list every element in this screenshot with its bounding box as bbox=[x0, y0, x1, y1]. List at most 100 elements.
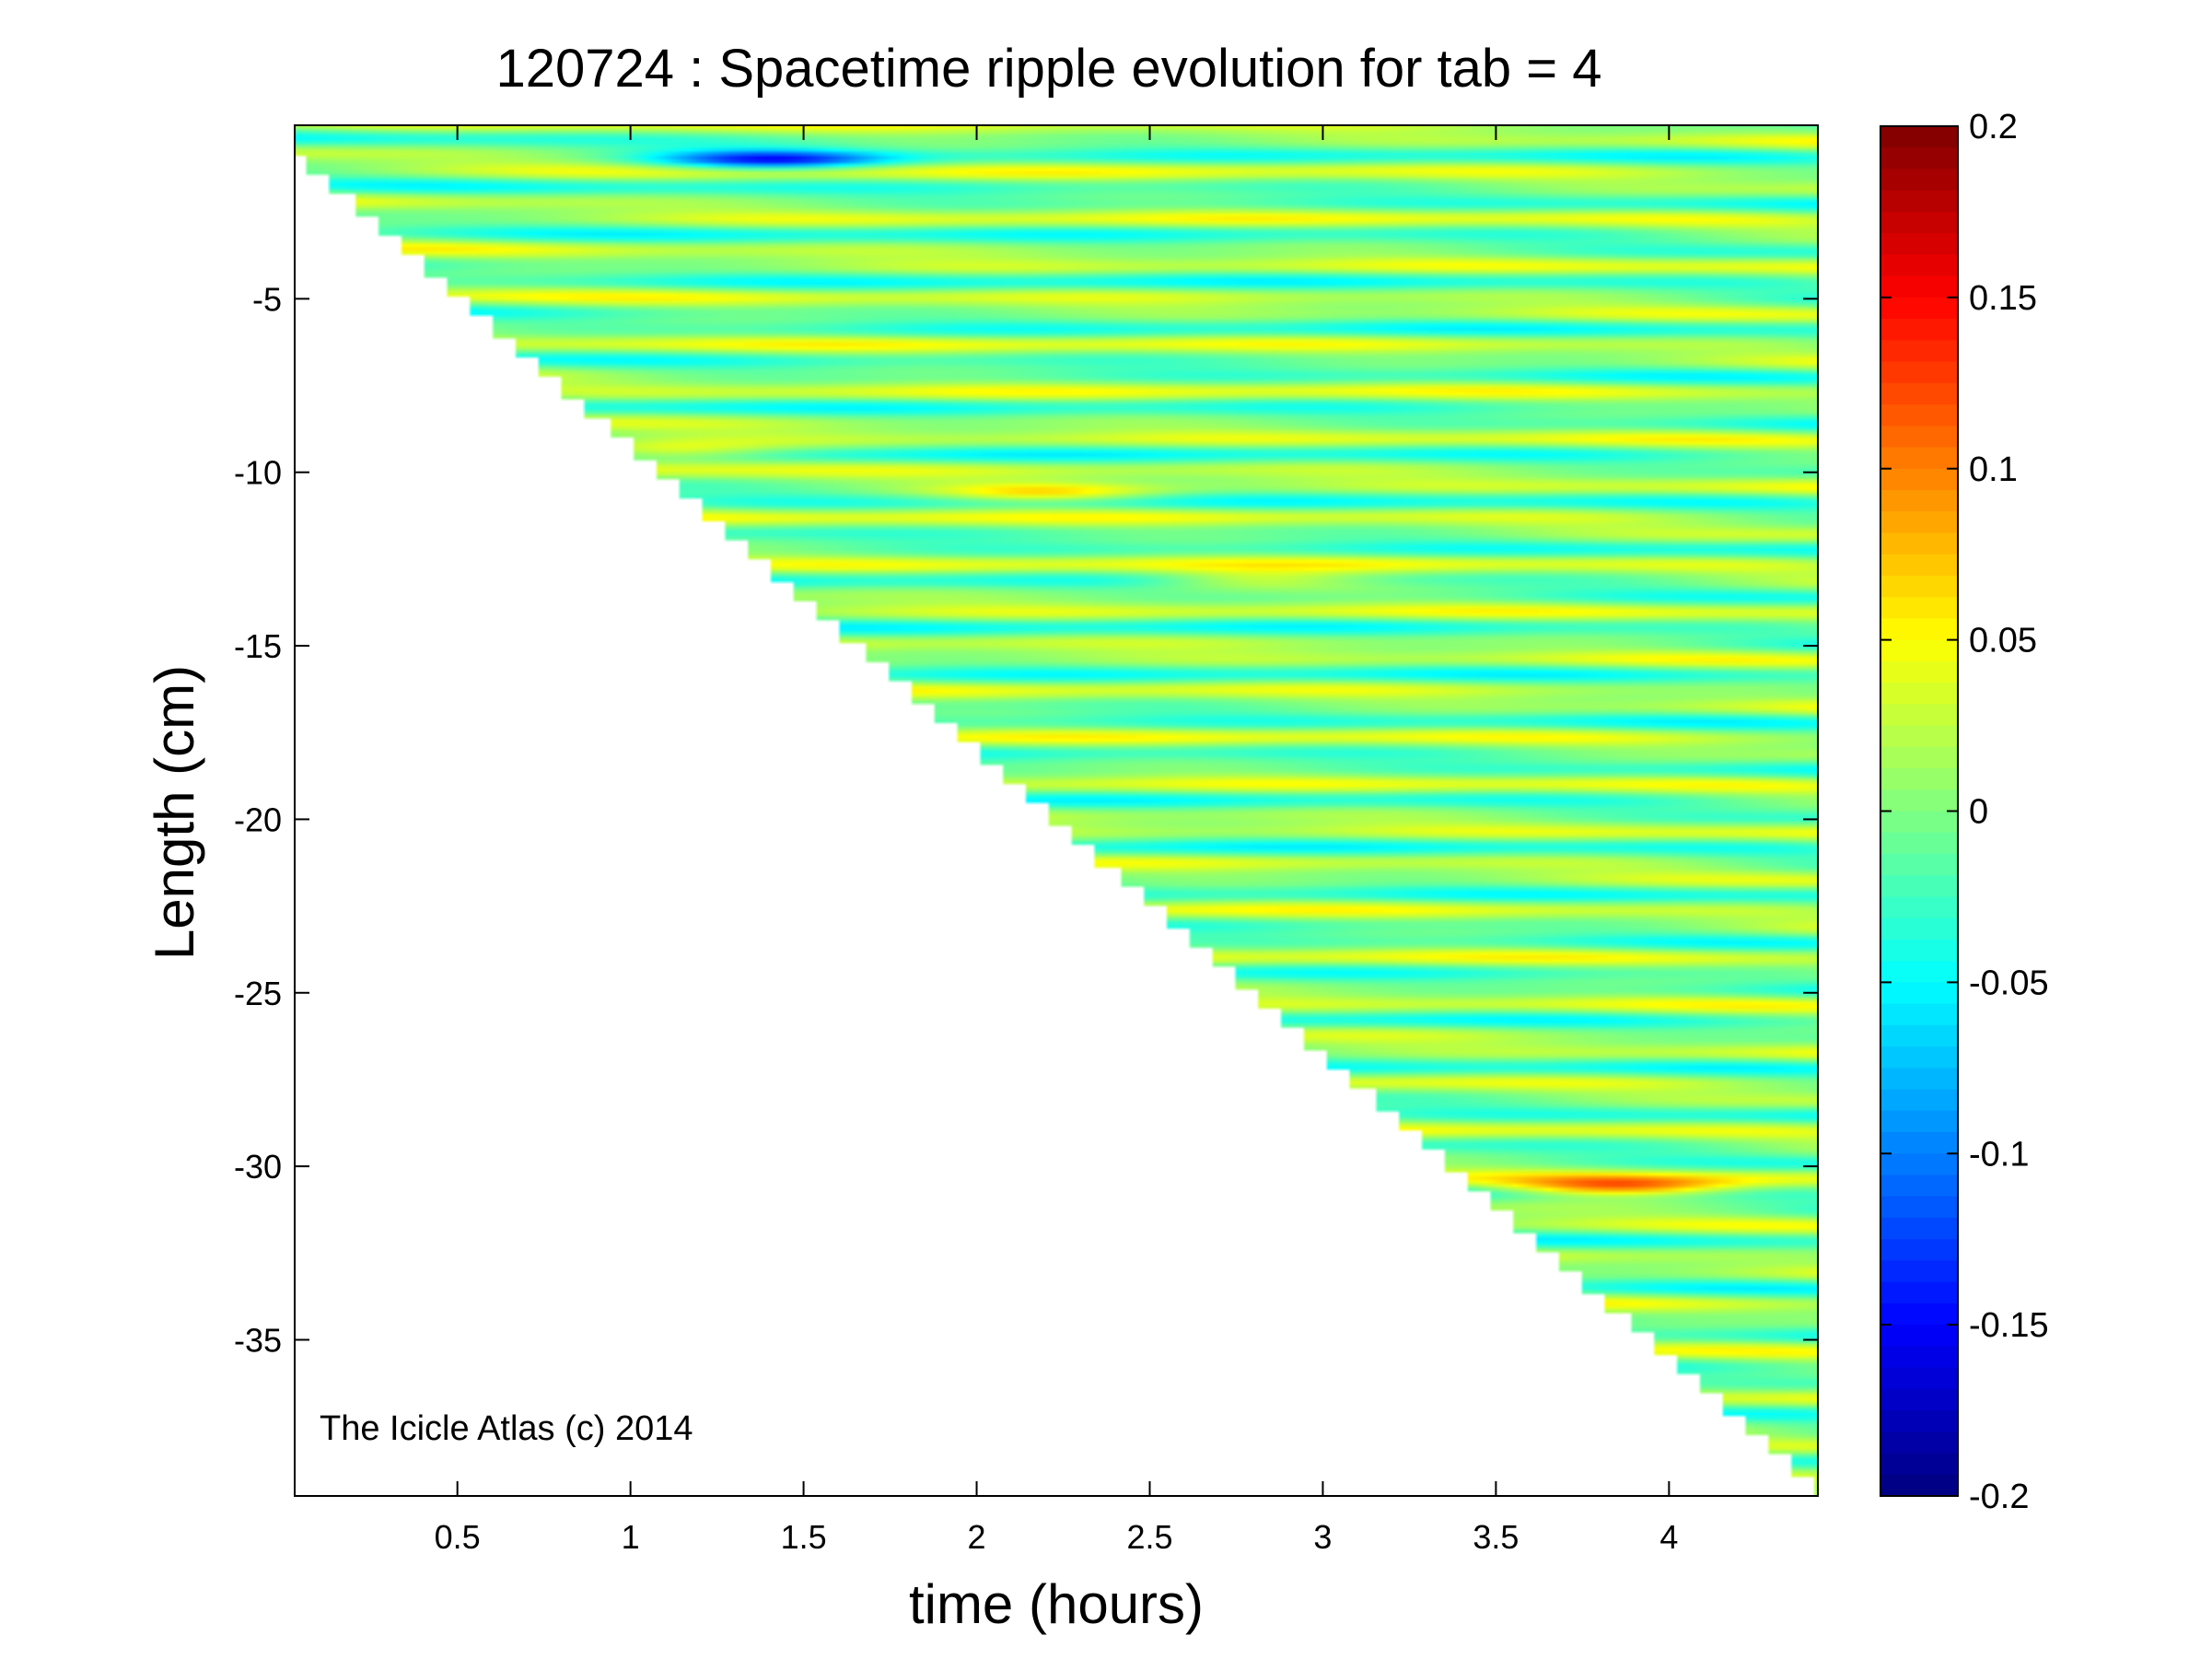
x-tick-label: 3.5 bbox=[1473, 1518, 1519, 1556]
colorbar-band bbox=[1880, 639, 1958, 662]
x-tick-label: 0.5 bbox=[435, 1518, 481, 1556]
x-tick-label: 3 bbox=[1313, 1518, 1332, 1556]
colorbar-band bbox=[1880, 532, 1958, 555]
colorbar-band bbox=[1880, 725, 1958, 748]
x-tick-label: 1.5 bbox=[781, 1518, 827, 1556]
colorbar-band bbox=[1880, 382, 1958, 405]
y-tick: -20 bbox=[234, 800, 1818, 838]
colorbar-tick-label: 0.1 bbox=[1969, 450, 2018, 489]
colorbar-band bbox=[1880, 1239, 1958, 1262]
x-tick: 1.5 bbox=[781, 125, 827, 1556]
colorbar-band bbox=[1880, 1046, 1958, 1069]
colorbar-tick-label: -0.15 bbox=[1969, 1306, 2049, 1345]
colorbar-band bbox=[1880, 1281, 1958, 1304]
colorbar-band bbox=[1880, 275, 1958, 298]
colorbar-band bbox=[1880, 683, 1958, 705]
y-tick-label: -25 bbox=[234, 975, 282, 1012]
x-tick-label: 2.5 bbox=[1126, 1518, 1172, 1556]
y-tick: -25 bbox=[234, 975, 1818, 1012]
y-tick-label: -10 bbox=[234, 454, 282, 492]
colorbar-band bbox=[1880, 917, 1958, 940]
colorbar-tick: -0.1 bbox=[1880, 1135, 2029, 1174]
colorbar-band bbox=[1880, 319, 1958, 341]
colorbar-band bbox=[1880, 1110, 1958, 1133]
colorbar-tick: 0.05 bbox=[1880, 622, 2037, 660]
colorbar-tick-label: 0.05 bbox=[1969, 622, 2037, 660]
colorbar-band bbox=[1880, 169, 1958, 192]
colorbar-tick: -0.15 bbox=[1880, 1306, 2049, 1345]
colorbar-band bbox=[1880, 233, 1958, 256]
x-tick: 0.5 bbox=[435, 125, 481, 1556]
colorbar-tick-label: 0 bbox=[1969, 793, 1988, 832]
colorbar-band bbox=[1880, 297, 1958, 320]
y-tick: -15 bbox=[234, 627, 1818, 665]
colorbar-band bbox=[1880, 704, 1958, 727]
x-tick: 3 bbox=[1313, 125, 1332, 1556]
y-tick: -10 bbox=[234, 454, 1818, 492]
colorbar-tick: 0 bbox=[1880, 793, 1988, 832]
colorbar-band bbox=[1880, 832, 1958, 855]
colorbar-band bbox=[1880, 1453, 1958, 1476]
credit-annotation: The Icicle Atlas (c) 2014 bbox=[320, 1409, 693, 1448]
colorbar-band bbox=[1880, 468, 1958, 491]
colorbar-band bbox=[1880, 746, 1958, 769]
colorbar-band bbox=[1880, 1174, 1958, 1198]
y-axis-title: Length (cm) bbox=[144, 665, 205, 960]
chart-title: 120724 : Spacetime ripple evolution for … bbox=[495, 39, 1601, 99]
colorbar-band bbox=[1880, 254, 1958, 277]
colorbar-band bbox=[1880, 554, 1958, 577]
colorbar-band bbox=[1880, 1260, 1958, 1283]
x-axis-ticks: 0.5 1 1.5 2 2.5 3 3.5 4 bbox=[435, 125, 1678, 1556]
y-tick-label: -30 bbox=[234, 1148, 282, 1186]
colorbar-band bbox=[1880, 211, 1958, 234]
colorbar-tick: 0.15 bbox=[1880, 279, 2037, 318]
colorbar-band bbox=[1880, 1068, 1958, 1091]
x-tick: 1 bbox=[622, 125, 640, 1556]
colorbar-tick: 0.2 bbox=[1880, 108, 2018, 146]
x-tick: 2.5 bbox=[1126, 125, 1173, 1556]
colorbar-band bbox=[1880, 853, 1958, 876]
colorbar-band bbox=[1880, 489, 1958, 512]
y-tick: -35 bbox=[234, 1321, 1818, 1359]
colorbar-band bbox=[1880, 126, 1958, 148]
colorbar-band bbox=[1880, 660, 1958, 683]
y-tick-label: -20 bbox=[234, 800, 282, 838]
heatmap-plot-area bbox=[295, 125, 1818, 1496]
colorbar-band bbox=[1880, 1346, 1958, 1369]
colorbar-band bbox=[1880, 1024, 1958, 1047]
colorbar-band bbox=[1880, 340, 1958, 363]
colorbar-band bbox=[1880, 147, 1958, 170]
colorbar-band bbox=[1880, 361, 1958, 384]
colorbar-band bbox=[1880, 982, 1958, 1005]
colorbar-band bbox=[1880, 1217, 1958, 1240]
colorbar-tick-label: 0.15 bbox=[1969, 279, 2037, 318]
y-tick: -5 bbox=[252, 280, 1818, 318]
y-tick-label: -15 bbox=[234, 627, 282, 665]
colorbar-band bbox=[1880, 404, 1958, 426]
colorbar-band bbox=[1880, 939, 1958, 962]
colorbar: 0.2 0.15 0.1 0.05 0 -0.05 -0.1 -0.15 -0.2 bbox=[1880, 108, 2049, 1516]
heatmap-image bbox=[295, 125, 1818, 1496]
colorbar-tick-label: 0.2 bbox=[1969, 108, 2018, 146]
colorbar-band bbox=[1880, 1153, 1958, 1176]
colorbar-band bbox=[1880, 618, 1958, 641]
colorbar-band bbox=[1880, 875, 1958, 898]
plot-axes-box bbox=[294, 124, 1819, 1497]
colorbar-tick: -0.05 bbox=[1880, 964, 2049, 1002]
colorbar-band bbox=[1880, 447, 1958, 470]
colorbar-band bbox=[1880, 1431, 1958, 1455]
y-tick: -30 bbox=[234, 1148, 1818, 1186]
colorbar-band bbox=[1880, 426, 1958, 449]
x-tick-label: 1 bbox=[622, 1518, 640, 1556]
colorbar-band bbox=[1880, 1196, 1958, 1219]
colorbar-band bbox=[1880, 1325, 1958, 1347]
x-axis-title: time (hours) bbox=[909, 1573, 1204, 1635]
colorbar-ticks: 0.2 0.15 0.1 0.05 0 -0.05 -0.1 -0.15 -0.2 bbox=[1880, 108, 2049, 1516]
x-tick-label: 4 bbox=[1659, 1518, 1678, 1556]
colorbar-tick: 0.1 bbox=[1880, 450, 2018, 489]
colorbar-tick: -0.2 bbox=[1880, 1478, 2029, 1516]
colorbar-band bbox=[1880, 1410, 1958, 1432]
colorbar-band bbox=[1880, 190, 1958, 213]
colorbar-band bbox=[1880, 1132, 1958, 1154]
